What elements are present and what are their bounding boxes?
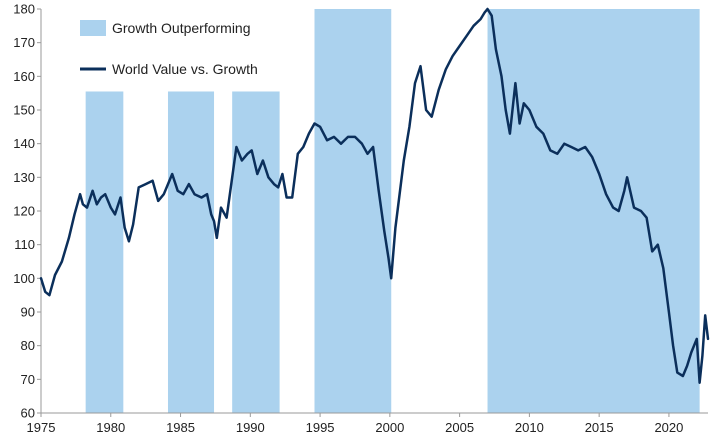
legend-label-line: World Value vs. Growth: [112, 61, 258, 77]
x-tick-label: 1985: [166, 420, 195, 435]
y-tick-label: 90: [21, 305, 35, 320]
shaded-period-5: [487, 9, 700, 413]
legend-label-shade: Growth Outperforming: [112, 20, 251, 36]
shaded-period-3: [232, 91, 280, 413]
y-tick-label: 100: [13, 271, 35, 286]
shaded-periods: [85, 9, 700, 413]
axes: 60 70 80 90 100 110 120 130 140 150 160 170 180 1975 1…: [13, 2, 708, 435]
y-tick-label: 170: [13, 35, 35, 50]
shaded-period-4: [314, 9, 392, 413]
y-tick-label: 130: [13, 170, 35, 185]
x-tick-label: 2010: [515, 420, 544, 435]
x-tick-label: 1995: [306, 420, 335, 435]
x-tick-label: 2020: [654, 420, 683, 435]
y-tick-label: 80: [21, 338, 35, 353]
series-line-1: [39, 7, 710, 384]
y-tick-label: 160: [13, 69, 35, 84]
x-tick-label: 2000: [375, 420, 404, 435]
x-tick-label: 2015: [585, 420, 614, 435]
y-tick-label: 110: [14, 237, 35, 252]
series-layer: [39, 7, 710, 384]
y-tick-label: 180: [13, 2, 35, 17]
y-tick-label: 120: [13, 204, 35, 219]
shaded-period-1: [85, 91, 124, 413]
x-tick-label: 1990: [236, 420, 265, 435]
legend: Growth Outperforming World Value vs. Grow…: [80, 20, 258, 77]
y-tick-label: 60: [21, 406, 35, 421]
y-tick-label: 70: [21, 372, 35, 387]
x-tick-label: 2005: [445, 420, 474, 435]
y-tick-label: 150: [13, 103, 35, 118]
x-tick-label: 1980: [96, 420, 125, 435]
shaded-period-2: [167, 91, 215, 413]
legend-swatch-shade: [80, 20, 106, 36]
y-tick-label: 140: [13, 136, 35, 151]
x-tick-label: 1975: [27, 420, 56, 435]
